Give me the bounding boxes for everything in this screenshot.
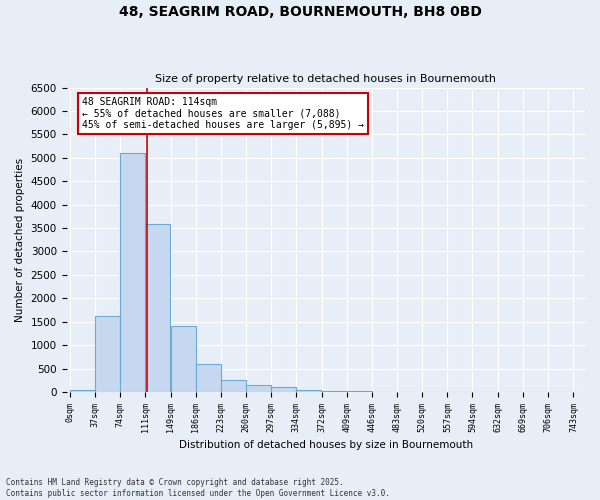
Text: 48, SEAGRIM ROAD, BOURNEMOUTH, BH8 0BD: 48, SEAGRIM ROAD, BOURNEMOUTH, BH8 0BD	[119, 5, 481, 19]
Bar	[322, 391, 347, 392]
Bar	[171, 326, 196, 392]
Title: Size of property relative to detached houses in Bournemouth: Size of property relative to detached ho…	[155, 74, 496, 84]
Text: Contains HM Land Registry data © Crown copyright and database right 2025.
Contai: Contains HM Land Registry data © Crown c…	[6, 478, 390, 498]
Bar	[120, 153, 145, 392]
X-axis label: Distribution of detached houses by size in Bournemouth: Distribution of detached houses by size …	[179, 440, 473, 450]
Bar	[221, 380, 246, 392]
Bar	[145, 224, 170, 392]
Bar	[70, 390, 95, 392]
Bar	[296, 390, 322, 392]
Bar	[271, 388, 296, 392]
Bar	[95, 316, 120, 392]
Bar	[196, 364, 221, 392]
Bar	[246, 385, 271, 392]
Y-axis label: Number of detached properties: Number of detached properties	[15, 158, 25, 322]
Text: 48 SEAGRIM ROAD: 114sqm
← 55% of detached houses are smaller (7,088)
45% of semi: 48 SEAGRIM ROAD: 114sqm ← 55% of detache…	[82, 96, 364, 130]
